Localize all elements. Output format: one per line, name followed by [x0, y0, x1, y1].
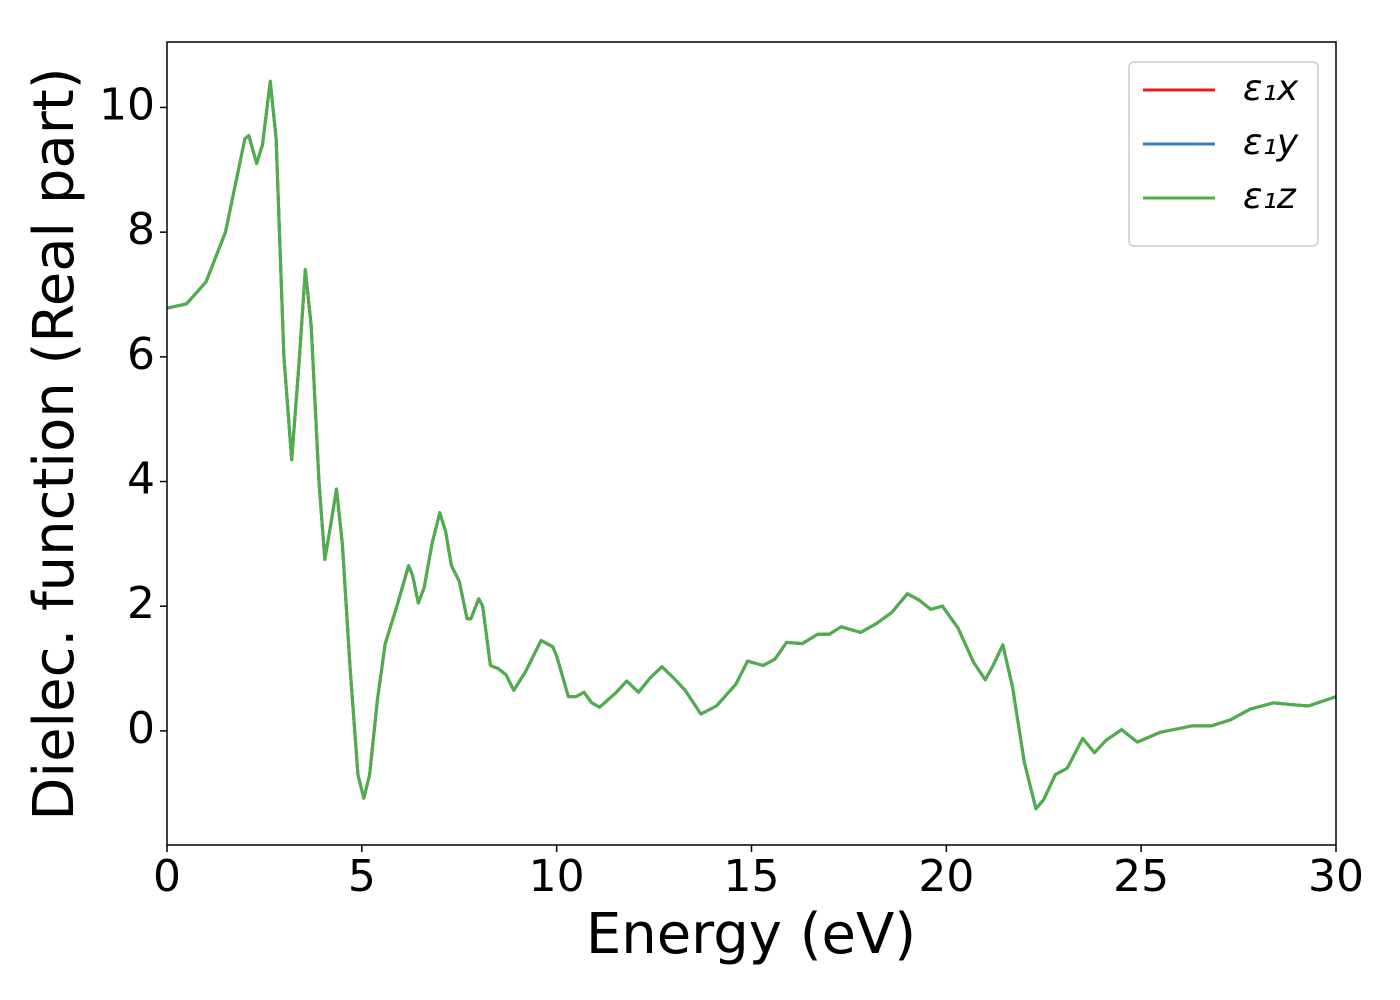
y-tick-label: 0	[127, 703, 155, 754]
y-tick-label: 4	[127, 454, 155, 505]
legend-box	[1128, 61, 1319, 247]
x-tick-label: 25	[1113, 851, 1169, 902]
x-tick-label: 30	[1308, 851, 1364, 902]
legend-label: ε₁x	[1243, 68, 1299, 109]
y-tick-label: 10	[99, 79, 155, 130]
x-tick-label: 5	[348, 851, 376, 902]
y-axis-label: Dielec. function (Real part)	[22, 67, 87, 820]
y-tick-label: 2	[127, 578, 155, 629]
x-tick-label: 20	[918, 851, 974, 902]
x-tick-label: 15	[724, 851, 780, 902]
x-tick-label: 10	[529, 851, 585, 902]
data-line	[166, 79, 1337, 811]
x-axis-label: Energy (eV)	[586, 902, 916, 967]
y-tick-label: 8	[127, 204, 155, 255]
legend-label: ε₁y	[1243, 122, 1299, 163]
y-tick-label: 6	[127, 329, 155, 380]
plot-frame	[166, 41, 1337, 846]
legend-label: ε₁z	[1243, 176, 1297, 217]
x-tick-label: 0	[153, 851, 181, 902]
